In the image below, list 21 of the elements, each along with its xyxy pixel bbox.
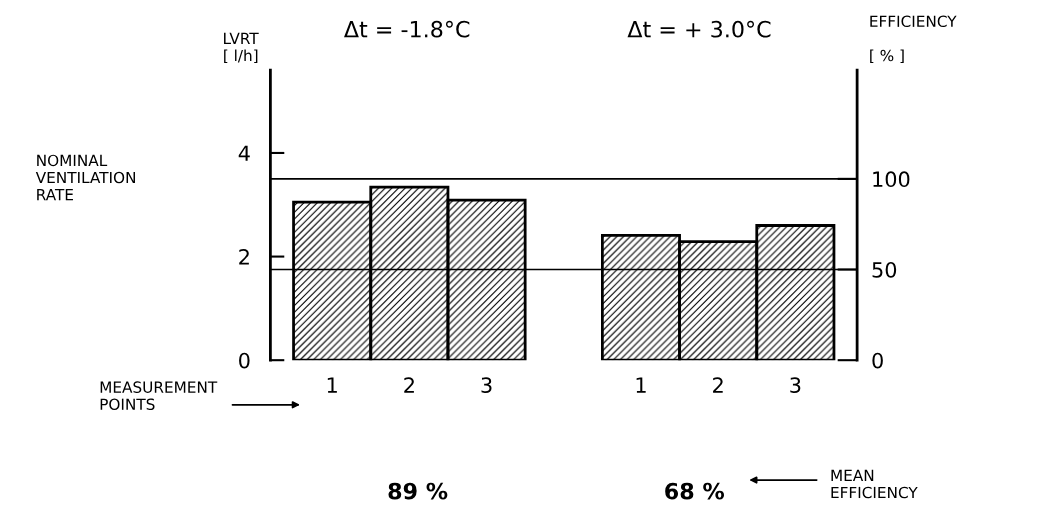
text: EFFICIENCY [ % ] [870,15,957,64]
text: 68 % [665,482,725,500]
y2-tick-label: 50 [872,261,897,278]
y2-tick-label: 100 [873,171,910,188]
text: MEAN EFFICIENCY [831,469,918,499]
y-tick-label: 4 [238,145,250,161]
ref-line-label: NOMINAL VENTILATION RATE [35,154,135,201]
x-tick-label: 1 [327,377,337,393]
text: MEASUREMENT POINTS [100,381,218,411]
x-tick-label: 3 [481,377,492,393]
x-tick-label: 3 [790,377,801,393]
y-tick-label: 2 [239,249,249,265]
text: 89 % [388,482,448,500]
y-axis-title: LVRT [ l/h] [224,32,259,64]
y-tick-label: 0 [239,352,250,369]
x-tick-label: 1 [636,377,646,393]
x-tick-label: 2 [713,377,723,393]
x-tick-label: 2 [404,377,414,393]
text: Δt = -1.8°C [344,20,470,38]
text: Δt = + 3.0°C [627,20,771,38]
y2-tick-label: 0 [872,352,883,369]
